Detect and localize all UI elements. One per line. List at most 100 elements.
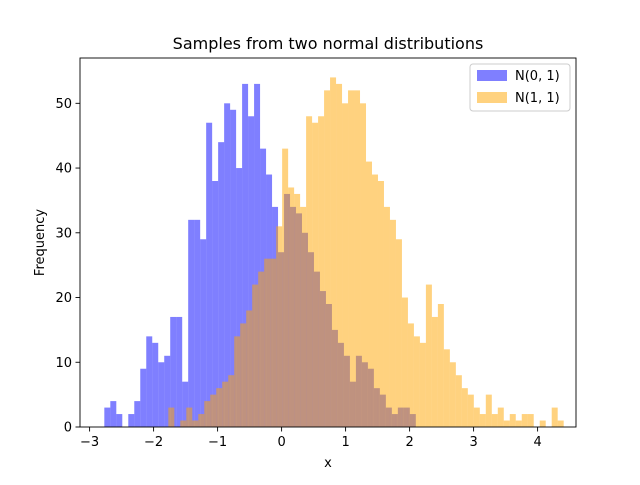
histogram-bar [354, 90, 361, 428]
histogram-bar [431, 316, 438, 427]
histogram-bar [509, 414, 516, 427]
histogram-bar [360, 103, 367, 427]
histogram-bar [216, 388, 223, 427]
axes-layer [79, 57, 577, 428]
histogram-bar [254, 83, 261, 427]
histogram-bar [479, 414, 486, 427]
histogram-bar [497, 407, 504, 427]
histogram-bar [288, 187, 295, 427]
histogram-bar [242, 83, 249, 427]
histogram-bar [539, 420, 546, 427]
y-axis-label: Frequency [33, 209, 48, 276]
histogram-bar [342, 103, 349, 427]
x-tick-label: 0 [277, 435, 285, 450]
legend-swatch-n01 [477, 70, 507, 81]
histogram-bar [206, 122, 213, 427]
histogram-bar [443, 349, 450, 427]
bars-layer [104, 77, 564, 428]
histogram-bar [551, 407, 558, 427]
histogram-bar [198, 414, 205, 427]
histogram-bar [110, 401, 117, 427]
histogram-bar [527, 414, 534, 427]
histogram-bar [192, 420, 199, 427]
histogram-bar [164, 355, 171, 427]
histogram-bar [182, 381, 189, 427]
y-tick-label: 20 [55, 291, 72, 306]
histogram-bar [461, 388, 468, 427]
histogram-bar [140, 368, 147, 427]
chart-title: Samples from two normal distributions [173, 34, 484, 53]
histogram-bar [212, 181, 219, 427]
histogram-bar [389, 219, 396, 427]
histogram-bar [134, 401, 141, 427]
y-tick-label: 50 [55, 97, 72, 112]
histogram-bar [168, 407, 175, 427]
histogram-bar [248, 116, 255, 428]
histogram-bar [146, 336, 153, 427]
histogram-bar [377, 181, 384, 427]
histogram-bar [407, 323, 414, 427]
legend-label-n01: N(0, 1) [515, 69, 560, 84]
x-tick-label: −2 [144, 435, 163, 450]
histogram-bar [210, 394, 217, 427]
histogram-bar [455, 375, 462, 427]
histogram-bar [312, 122, 319, 427]
histogram-bar [437, 304, 444, 427]
histogram-bar [228, 375, 235, 427]
histogram-bar [104, 407, 111, 427]
histogram-bar [128, 414, 135, 427]
x-tick-label: −1 [208, 435, 227, 450]
histogram-bar [240, 323, 247, 427]
histogram-bar [186, 407, 193, 427]
histogram-bar [170, 316, 177, 427]
histogram-bar [485, 394, 492, 427]
histogram-bar [515, 420, 522, 427]
legend-swatch-n11 [477, 92, 507, 103]
histogram-bar [419, 342, 426, 427]
histogram-bar [282, 148, 289, 427]
histogram-bar [306, 116, 313, 428]
histogram-bar [383, 206, 390, 427]
histogram-bar [395, 239, 402, 427]
histogram-bar [222, 381, 229, 427]
histogram-bar [180, 420, 187, 427]
histogram-bar [252, 284, 259, 427]
y-tick-label: 0 [64, 421, 72, 436]
histogram-bar [270, 258, 277, 427]
histogram-bar [224, 103, 231, 427]
x-axis-label: x [324, 456, 332, 471]
histogram-bar [276, 226, 283, 427]
histogram-bar [230, 109, 237, 427]
legend-label-n11: N(1, 1) [515, 91, 560, 106]
histogram-bar [200, 239, 207, 427]
histogram-bar [246, 310, 253, 427]
histogram-bar [413, 336, 420, 427]
histogram-bar [194, 219, 201, 427]
histogram-bar [425, 284, 432, 427]
histogram-bar [491, 414, 498, 427]
histogram-bar [152, 342, 159, 427]
histogram-bar [557, 420, 564, 427]
histogram-bar [264, 258, 271, 427]
plot-frame [79, 57, 577, 428]
histogram-bar [503, 420, 510, 427]
histogram-bar [324, 90, 331, 428]
histogram-bar [473, 407, 480, 427]
histogram-bar [467, 394, 474, 427]
series-1-bars [168, 77, 564, 428]
x-tick-label: 1 [341, 435, 349, 450]
histogram-bar [116, 414, 123, 427]
histogram-bar [300, 206, 307, 427]
histogram-bar [521, 414, 528, 427]
histogram-bar [218, 142, 225, 427]
y-tick-label: 10 [55, 356, 72, 371]
y-axis-ticks: 0 10 20 30 40 50 [55, 97, 80, 436]
histogram-bar [236, 168, 243, 428]
histogram-bar [330, 77, 337, 427]
histogram-bar [366, 161, 372, 427]
histogram-bar [204, 401, 211, 427]
histogram-bar [176, 316, 183, 427]
y-tick-label: 40 [55, 162, 72, 177]
